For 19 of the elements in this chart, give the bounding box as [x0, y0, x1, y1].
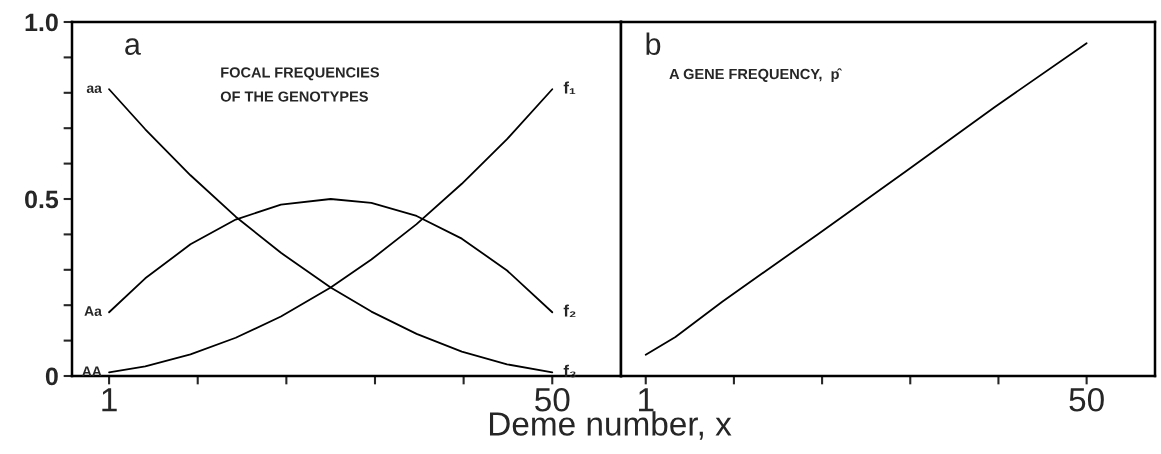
x-tick-label: 50 — [1069, 387, 1104, 412]
annotation: FOCAL FREQUENCIES OF THE GENOTYPES — [220, 67, 380, 102]
series-label: Aa — [84, 306, 102, 317]
annotation: f₂ — [563, 304, 576, 318]
annotation: A GENE FREQUENCY, p̂ — [669, 68, 843, 83]
x-axis-title: Deme number, x — [489, 411, 732, 440]
y-tick-label: 0.5 — [25, 190, 59, 209]
series-label: AA — [82, 366, 102, 377]
x-tick-label: 1 — [102, 388, 117, 412]
x-tick-label: 1 — [639, 388, 654, 412]
series-label: aa — [86, 85, 102, 93]
x-tick-label: 50 — [535, 387, 570, 412]
annotation: b — [646, 32, 661, 55]
annotation: a — [125, 38, 141, 55]
y-tick-label: 1.0 — [25, 13, 58, 32]
line-series — [108, 88, 554, 374]
y-tick-label: 0 — [45, 367, 58, 386]
annotation: f₃ — [563, 364, 576, 378]
annotation: f₁ — [563, 81, 576, 95]
